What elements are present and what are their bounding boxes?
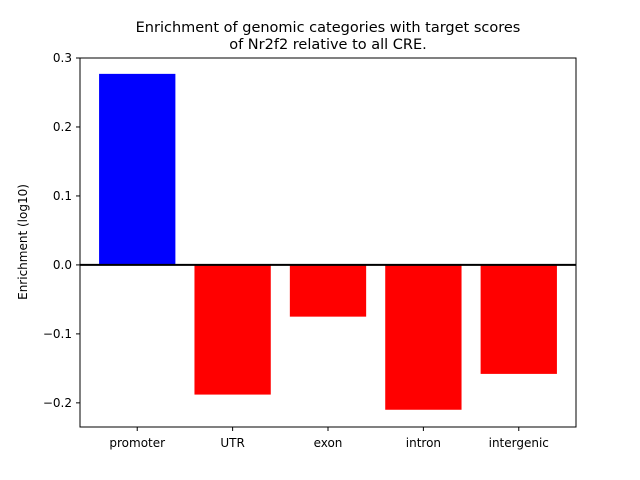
x-tick-label: exon [314,436,343,450]
y-tick-label: 0.3 [53,51,72,65]
y-tick-label: 0.1 [53,189,72,203]
chart-title-line-2: of Nr2f2 relative to all CRE. [229,37,427,53]
bar-intergenic [480,264,557,374]
y-tick-label: 0.0 [53,258,72,272]
x-tick-label: intergenic [489,436,549,450]
bars-layer [99,73,557,410]
y-ticks-layer: −0.2 −0.1 0.0 0.1 0.2 0.3 [43,51,80,410]
y-tick-label: −0.1 [43,327,72,341]
bar-exon [289,264,367,317]
x-tick-label: UTR [220,436,244,450]
bar-intron [385,264,462,410]
bar-promoter [99,73,176,265]
chart-title-line-1: Enrichment of genomic categories with ta… [136,20,521,36]
x-tick-label: promoter [109,436,165,450]
y-tick-label: 0.2 [53,120,72,134]
x-ticks-layer: promoter UTR exon intron intergenic [109,427,549,450]
bar-UTR [194,264,271,395]
y-tick-label: −0.2 [43,396,72,410]
x-tick-label: intron [406,436,441,450]
plot-area-frame [79,57,577,428]
y-axis-label: Enrichment (log10) [16,184,30,300]
